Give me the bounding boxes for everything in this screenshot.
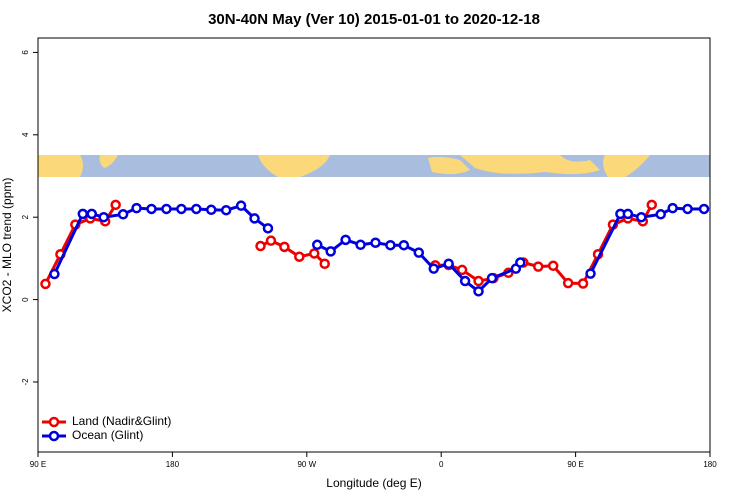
series-point	[622, 208, 634, 220]
series-point	[459, 275, 471, 287]
series-point	[117, 209, 129, 220]
series-point	[319, 258, 330, 269]
series-point	[515, 257, 526, 268]
plot-frame	[37, 37, 711, 453]
legend-marker	[48, 430, 60, 442]
series-point	[473, 275, 484, 287]
series-point	[562, 277, 574, 289]
series-point	[235, 200, 247, 211]
series-point	[49, 268, 60, 280]
chart-title: 30N-40N May (Ver 10) 2015-01-01 to 2020-…	[208, 11, 540, 28]
series-point	[98, 211, 109, 223]
legend-marker	[48, 416, 60, 428]
series-point	[655, 209, 666, 220]
series-point	[486, 272, 498, 284]
world-map-band	[38, 155, 710, 177]
series-point	[646, 199, 658, 211]
y-tick-label: 4	[21, 132, 30, 137]
series-line	[589, 206, 705, 275]
series-point	[585, 268, 596, 279]
x-tick-label: 0	[439, 460, 444, 469]
series-point	[385, 239, 396, 251]
y-tick-label: 0	[21, 297, 30, 302]
series-point	[176, 203, 187, 215]
x-tick-label: 90 W	[297, 460, 316, 469]
series-point	[667, 202, 678, 214]
x-axis-label: Longitude (deg E)	[326, 476, 421, 490]
series-point	[456, 264, 468, 276]
series-point	[191, 203, 202, 215]
x-tick-label: 90 E	[30, 460, 46, 469]
legend-label: Ocean (Glint)	[72, 428, 143, 442]
series-point	[262, 223, 274, 234]
series-point	[161, 203, 172, 215]
series-point	[428, 263, 439, 274]
series-point	[698, 203, 710, 215]
series-point	[205, 204, 217, 216]
y-tick-label: -2	[21, 378, 30, 386]
y-tick-label: 2	[21, 214, 30, 219]
series-point	[340, 234, 351, 246]
legend-label: Land (Nadir&Glint)	[72, 414, 171, 428]
series-point	[294, 251, 305, 262]
series-point	[279, 241, 290, 253]
series-point	[255, 240, 266, 252]
series-point	[131, 202, 142, 214]
series-point	[265, 235, 277, 246]
series-point	[220, 204, 232, 216]
series-point	[77, 208, 89, 220]
series-point	[682, 203, 693, 215]
series-point	[577, 278, 589, 289]
x-tick-label: 90 E	[567, 460, 583, 469]
series-line	[435, 204, 654, 286]
series-point	[413, 247, 425, 258]
x-tick-label: 180	[703, 460, 717, 469]
x-tick-label: 180	[166, 460, 180, 469]
series-point	[325, 246, 336, 257]
series-point	[398, 239, 410, 251]
series-point	[547, 260, 559, 272]
y-axis-label: XCO2 - MLO trend (ppm)	[0, 178, 14, 313]
series-point	[370, 237, 381, 248]
series-point	[309, 248, 320, 259]
series-point	[533, 261, 544, 272]
series-point	[110, 199, 121, 211]
series-point	[86, 208, 98, 220]
series-point	[443, 258, 454, 269]
series-point	[636, 211, 647, 223]
series-point	[40, 278, 51, 290]
series-point	[249, 213, 260, 224]
y-tick-label: 6	[21, 50, 30, 55]
series-point	[146, 203, 157, 215]
series-point	[312, 239, 323, 251]
series-point	[473, 286, 484, 297]
series-point	[355, 239, 366, 251]
